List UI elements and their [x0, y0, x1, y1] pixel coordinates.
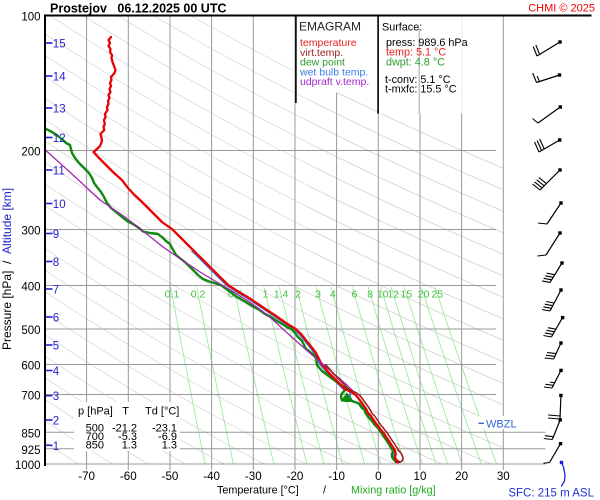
svg-text:0.2: 0.2 — [191, 289, 206, 301]
svg-text:3: 3 — [53, 391, 59, 403]
svg-text:udpraft v.temp.: udpraft v.temp. — [300, 76, 369, 88]
svg-text:9: 9 — [53, 229, 59, 241]
svg-text:12: 12 — [387, 289, 399, 301]
svg-text:temperature: temperature — [300, 37, 357, 49]
svg-text:500: 500 — [21, 325, 40, 337]
svg-text:4: 4 — [330, 289, 336, 301]
svg-text:1.3: 1.3 — [122, 439, 137, 451]
svg-text:1000: 1000 — [15, 460, 41, 472]
svg-text:-60: -60 — [120, 470, 137, 483]
svg-text:300: 300 — [21, 226, 40, 238]
svg-text:T: T — [122, 406, 129, 418]
svg-text:-21.2: -21.2 — [112, 422, 137, 434]
svg-text:-5.3: -5.3 — [118, 431, 137, 443]
svg-text:Mixing ratio [g/kg]: Mixing ratio [g/kg] — [351, 485, 436, 497]
svg-text:5: 5 — [53, 341, 59, 353]
svg-text:p [hPa]: p [hPa] — [78, 406, 113, 418]
svg-text:200: 200 — [21, 147, 40, 159]
svg-text:t-mxfc: 15.5 °C: t-mxfc: 15.5 °C — [385, 84, 457, 96]
svg-text:6: 6 — [53, 313, 59, 325]
svg-text:15: 15 — [53, 39, 66, 51]
svg-text:t-conv: 5.1 °C: t-conv: 5.1 °C — [385, 74, 451, 86]
svg-text:Prostejov 06.12.2025 00 UTC: Prostejov 06.12.2025 00 UTC — [50, 2, 226, 16]
svg-text:dwpt: 4.8 °C: dwpt: 4.8 °C — [386, 56, 445, 68]
svg-text:30: 30 — [497, 470, 510, 483]
svg-text:CHMI © 2025: CHMI © 2025 — [528, 3, 595, 15]
svg-text:850: 850 — [21, 429, 40, 441]
svg-text:25: 25 — [431, 289, 443, 301]
svg-text:1: 1 — [263, 289, 269, 301]
svg-text:20: 20 — [418, 289, 430, 301]
svg-text:20: 20 — [455, 470, 468, 483]
svg-text:8: 8 — [53, 257, 59, 269]
svg-text:12: 12 — [53, 133, 66, 145]
svg-text:14: 14 — [53, 72, 66, 84]
svg-text:700: 700 — [86, 431, 104, 443]
svg-text:2: 2 — [53, 416, 59, 428]
svg-text:1.4: 1.4 — [274, 289, 289, 301]
svg-text:-6.9: -6.9 — [158, 431, 177, 443]
svg-text:3: 3 — [315, 289, 321, 301]
svg-text:-23.1: -23.1 — [152, 422, 177, 434]
svg-text:15: 15 — [401, 289, 413, 301]
svg-text:400: 400 — [21, 282, 40, 294]
svg-text:-10: -10 — [328, 470, 345, 483]
svg-text:press: 989.6 hPa: press: 989.6 hPa — [386, 37, 468, 49]
svg-text:wet bulb temp.: wet bulb temp. — [299, 66, 368, 78]
svg-text:WBZL: WBZL — [486, 419, 517, 431]
svg-text:1: 1 — [53, 441, 59, 453]
svg-text:100: 100 — [21, 12, 40, 24]
svg-text:temp: 5.1 °C: temp: 5.1 °C — [386, 47, 446, 59]
svg-text:1.3: 1.3 — [162, 439, 177, 451]
svg-text:850: 850 — [86, 439, 104, 451]
svg-text:-30: -30 — [245, 470, 262, 483]
svg-text:dew point: dew point — [300, 57, 345, 69]
svg-text:10: 10 — [377, 289, 389, 301]
svg-text:13: 13 — [53, 104, 66, 116]
svg-text:925: 925 — [21, 445, 40, 457]
svg-text:/: / — [323, 485, 326, 497]
svg-text:-20: -20 — [287, 470, 304, 483]
svg-text:10: 10 — [53, 199, 66, 211]
svg-text:0: 0 — [375, 470, 381, 483]
svg-text:6: 6 — [351, 289, 357, 301]
svg-text:-70: -70 — [78, 470, 95, 483]
svg-text:0.1: 0.1 — [165, 289, 180, 301]
svg-text:SFC: 215 m ASL: SFC: 215 m ASL — [508, 488, 594, 500]
svg-text:2: 2 — [295, 289, 301, 301]
svg-text:7: 7 — [53, 285, 59, 297]
svg-text:-40: -40 — [203, 470, 220, 483]
svg-text:Td [°C]: Td [°C] — [145, 406, 179, 418]
svg-text:600: 600 — [21, 361, 40, 373]
svg-text:Pressure [hPa] / Altitude [k: Pressure [hPa] / Altitude [km] — [0, 188, 14, 350]
svg-text:10: 10 — [414, 470, 427, 483]
svg-text:8: 8 — [367, 289, 373, 301]
svg-text:4: 4 — [53, 366, 60, 378]
svg-text:11: 11 — [53, 166, 65, 178]
svg-text:700: 700 — [21, 391, 40, 403]
svg-text:Surface:: Surface: — [382, 22, 422, 34]
svg-text:virt.temp.: virt.temp. — [300, 47, 343, 59]
svg-text:Temperature [°C]: Temperature [°C] — [217, 485, 299, 497]
svg-text:500: 500 — [86, 422, 104, 434]
svg-text:-50: -50 — [162, 470, 179, 483]
svg-text:EMAGRAM: EMAGRAM — [299, 20, 361, 34]
